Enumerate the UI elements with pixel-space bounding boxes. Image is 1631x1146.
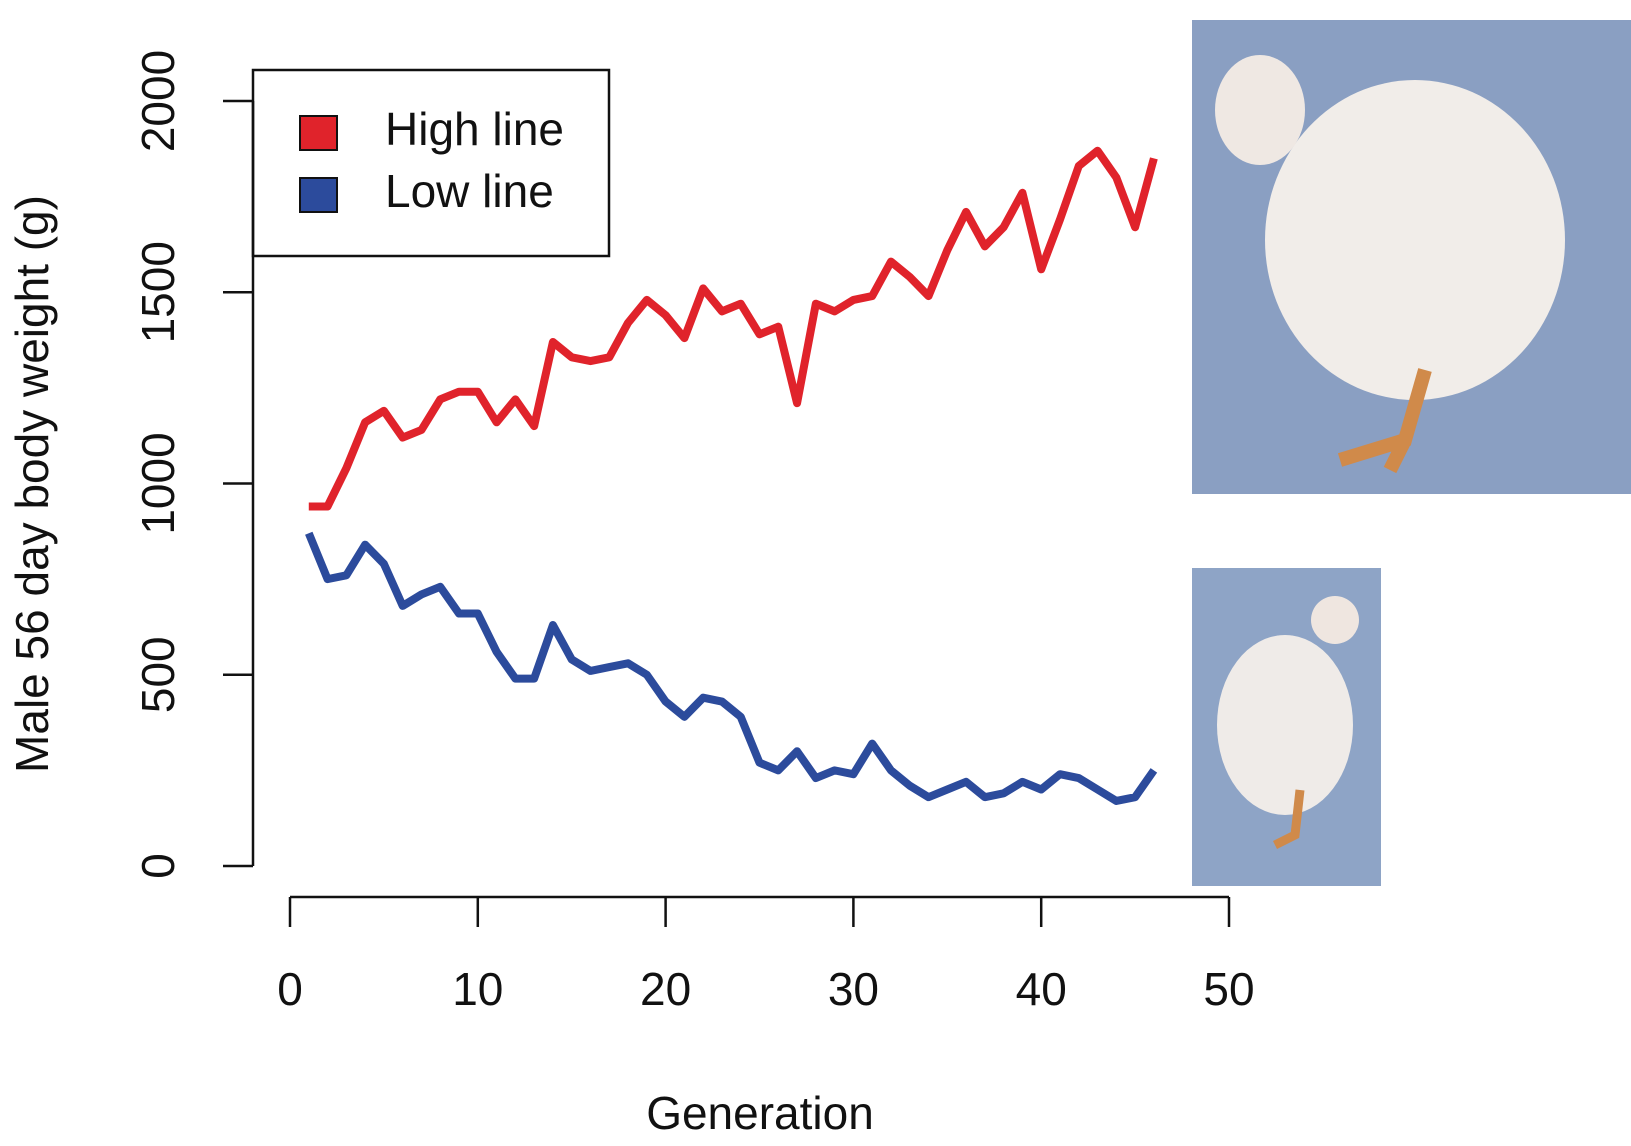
x-tick-label: 10: [452, 963, 503, 1015]
data-line: [305, 531, 1158, 805]
x-tick-label: 40: [1016, 963, 1067, 1015]
y-tick-label: 1000: [132, 432, 184, 534]
legend-label: High line: [385, 103, 564, 155]
x-tick-label: 20: [640, 963, 691, 1015]
data-line: [308, 146, 1158, 511]
legend-label: Low line: [385, 165, 554, 217]
y-tick-label: 2000: [132, 50, 184, 152]
legend-swatch: [299, 115, 338, 151]
photo-small: [1192, 568, 1381, 886]
y-axis-label: Male 56 day body weight (g): [6, 195, 58, 773]
y-tick-label: 1500: [132, 241, 184, 343]
y-tick-label: 500: [132, 636, 184, 713]
x-tick-label: 30: [828, 963, 879, 1015]
y-tick-label: 0: [132, 853, 184, 879]
legend: High line Low line: [251, 68, 611, 258]
photo-large: [1192, 20, 1631, 494]
x-tick-label: 0: [277, 963, 303, 1015]
x-tick-label: 50: [1203, 963, 1254, 1015]
legend-swatch: [299, 177, 338, 213]
x-axis-label: Generation: [646, 1087, 874, 1139]
